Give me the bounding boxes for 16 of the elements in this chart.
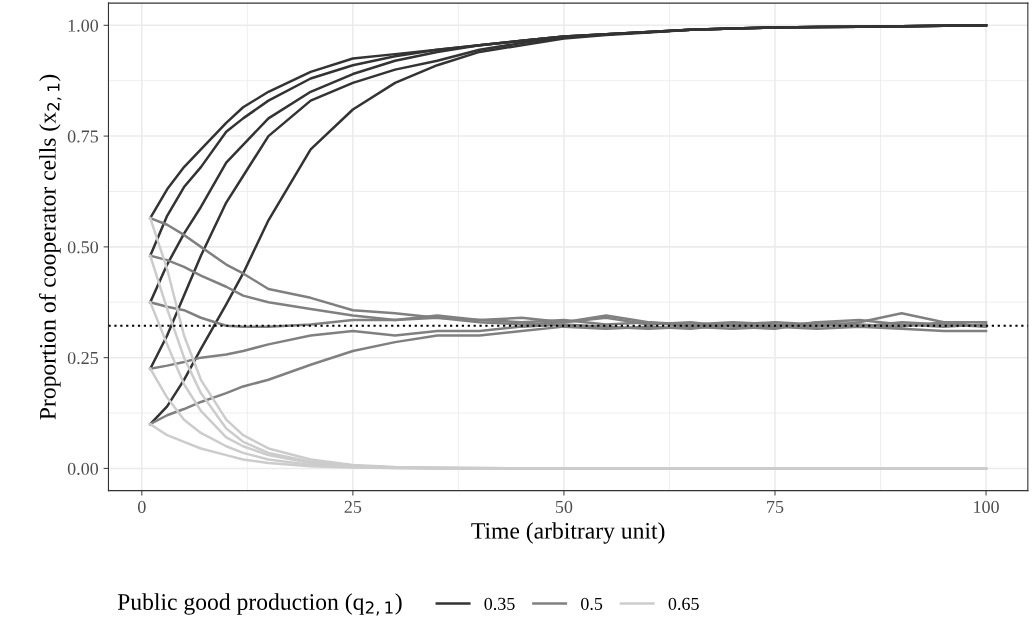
y-tick-label: 0.50 — [67, 241, 99, 254]
legend-label: 0.5 — [581, 597, 603, 610]
legend-title: Public good production (q$_{2,1}$) — [117, 593, 402, 616]
legend-label: 0.35 — [484, 597, 515, 610]
legend-label: 0.65 — [668, 597, 699, 610]
y-axis-title: Proportion of cooperator cells (x$_{2,1}$) — [38, 74, 62, 420]
x-tick-label: 0 — [137, 500, 146, 513]
x-tick-label: 25 — [344, 500, 362, 513]
x-axis-title: Time (arbitrary unit) — [471, 522, 665, 544]
y-tick-label: 1.00 — [68, 19, 99, 32]
x-tick-label: 50 — [555, 500, 573, 513]
y-tick-label: 0.75 — [67, 130, 99, 143]
x-tick-label: 100 — [974, 500, 999, 513]
x-tick-label: 75 — [767, 501, 784, 513]
y-tick-label: 0.25 — [67, 351, 99, 365]
y-tick-label: 0.00 — [67, 462, 99, 475]
